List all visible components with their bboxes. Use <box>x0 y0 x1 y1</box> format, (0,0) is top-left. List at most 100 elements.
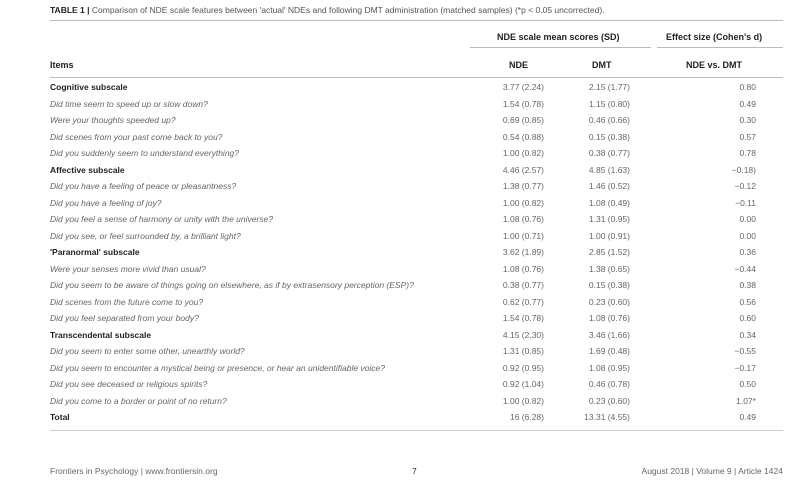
cell-nde: 1.08 (0.76) <box>502 214 544 224</box>
row-item: Did you have a feeling of joy? <box>50 197 162 208</box>
row-item: Affective subscale <box>50 164 125 175</box>
cell-nde: 1.31 (0.85) <box>502 346 544 356</box>
cell-nde: 1.54 (0.78) <box>502 313 544 323</box>
header-dmt: DMT <box>592 60 612 70</box>
table-row: Did you feel separated from your body? 1.… <box>0 313 805 329</box>
header-rule <box>50 77 783 78</box>
table-label: TABLE 1 | <box>50 5 90 15</box>
row-item: Did you see, or feel surrounded by, a br… <box>50 230 241 241</box>
cell-nde: 4.15 (2.30) <box>502 329 544 340</box>
row-item: 'Paranormal' subscale <box>50 247 140 257</box>
footer-journal: Frontiers in Psychology | www.frontiersi… <box>50 466 218 476</box>
cell-dmt: 0.38 (0.77) <box>588 148 630 158</box>
cell-dmt: 1.31 (0.95) <box>588 214 630 224</box>
cell-effect: 0.30 <box>739 115 756 125</box>
cell-effect: −0.17 <box>734 362 756 373</box>
cell-effect: 0.49 <box>739 412 756 422</box>
row-item: Did you have a feeling of peace or pleas… <box>50 181 237 191</box>
row-item: Transcendental subscale <box>50 329 152 340</box>
cell-nde: 4.46 (2.57) <box>502 164 544 175</box>
header-nde: NDE <box>509 60 529 70</box>
cell-dmt: 13.31 (4.55) <box>584 412 630 422</box>
cell-nde: 1.00 (0.82) <box>502 395 544 406</box>
cell-dmt: 3.46 (1.66) <box>588 329 630 340</box>
table-row: Did you see deceased or religious spirit… <box>0 379 805 395</box>
cell-nde: 1.00 (0.82) <box>502 148 544 158</box>
row-item: Did you come to a border or point of no … <box>50 395 227 406</box>
cell-dmt: 4.85 (1.63) <box>588 164 630 175</box>
cell-dmt: 1.38 (0.65) <box>588 263 630 274</box>
cell-dmt: 1.69 (0.48) <box>588 346 630 356</box>
cell-dmt: 0.15 (0.38) <box>588 131 630 142</box>
cell-effect: −0.11 <box>735 197 756 208</box>
cell-effect: 0.57 <box>739 131 756 142</box>
row-item: Did scenes from the future come to you? <box>50 296 204 307</box>
row-item: Did you seem to encounter a mystical bei… <box>50 362 385 373</box>
table-row: Did scenes from the future come to you? 0… <box>0 297 805 313</box>
row-item: Did you seem to be aware of things going… <box>50 280 414 290</box>
table-row: Did you seem to encounter a mystical bei… <box>0 363 805 379</box>
cell-effect: 0.38 <box>739 280 756 290</box>
caption-text: Comparison of NDE scale features between… <box>89 5 605 15</box>
row-item: Did you see deceased or religious spirit… <box>50 379 208 389</box>
footer-page-number: 7 <box>412 466 417 476</box>
table-row: Were your senses more vivid than usual? 1… <box>0 264 805 280</box>
cell-effect: 0.80 <box>739 82 756 92</box>
row-item: Did you suddenly seem to understand ever… <box>50 148 240 158</box>
subscale-row: Total 16 (6.28) 13.31 (4.55) 0.49 <box>0 412 805 428</box>
cell-effect: −0.12 <box>734 181 756 191</box>
cell-effect: 0.00 <box>739 230 756 241</box>
cell-dmt: 0.23 (0.60) <box>588 395 630 406</box>
cell-nde: 3.77 (2.24) <box>502 82 544 92</box>
cell-dmt: 1.08 (0.95) <box>588 362 630 373</box>
cell-effect: 0.36 <box>739 247 756 257</box>
row-item: Did time seem to speed up or slow down? <box>50 98 208 109</box>
header-group-scores-underline <box>470 47 651 48</box>
cell-dmt: 0.46 (0.78) <box>588 379 630 389</box>
cell-nde: 0.62 (0.77) <box>502 296 544 307</box>
cell-effect: 0.60 <box>739 313 756 323</box>
table-row: Did you have a feeling of peace or pleas… <box>0 181 805 197</box>
subscale-row: Affective subscale 4.46 (2.57) 4.85 (1.63)… <box>0 165 805 181</box>
cell-effect: 1.07* <box>736 395 756 406</box>
cell-nde: 0.54 (0.88) <box>502 131 544 142</box>
subscale-row: 'Paranormal' subscale 3.62 (1.89) 2.85 (1.… <box>0 247 805 263</box>
cell-effect: 0.49 <box>739 98 756 109</box>
row-item: Did scenes from your past come back to y… <box>50 131 223 142</box>
row-item: Cognitive subscale <box>50 82 128 92</box>
table-caption: TABLE 1 | Comparison of NDE scale featur… <box>50 5 605 15</box>
cell-effect: −0.55 <box>734 346 756 356</box>
header-group-scores: NDE scale mean scores (SD) <box>497 32 620 42</box>
cell-dmt: 2.15 (1.77) <box>588 82 630 92</box>
cell-dmt: 1.15 (0.80) <box>588 98 630 109</box>
header-group-effect-underline <box>657 47 783 48</box>
row-item: Total <box>50 412 70 422</box>
cell-nde: 0.38 (0.77) <box>502 280 544 290</box>
table-row: Were your thoughts speeded up? 0.69 (0.85… <box>0 115 805 131</box>
cell-dmt: 1.46 (0.52) <box>588 181 630 191</box>
cell-nde: 16 (6.28) <box>509 412 544 422</box>
table-row: Did you feel a sense of harmony or unity… <box>0 214 805 230</box>
cell-dmt: 1.08 (0.49) <box>588 197 630 208</box>
table-row: Did you see, or feel surrounded by, a br… <box>0 231 805 247</box>
cell-effect: 0.00 <box>739 214 756 224</box>
row-item: Did you seem to enter some other, uneart… <box>50 346 245 356</box>
cell-nde: 1.00 (0.82) <box>502 197 544 208</box>
bottom-rule <box>50 430 783 431</box>
row-item: Were your thoughts speeded up? <box>50 115 176 125</box>
table-row: Did scenes from your past come back to y… <box>0 132 805 148</box>
cell-dmt: 0.23 (0.60) <box>588 296 630 307</box>
cell-effect: 0.34 <box>739 329 756 340</box>
cell-dmt: 1.08 (0.76) <box>588 313 630 323</box>
cell-nde: 1.00 (0.71) <box>502 230 544 241</box>
cell-effect: 0.56 <box>739 296 756 307</box>
subscale-row: Cognitive subscale 3.77 (2.24) 2.15 (1.77)… <box>0 82 805 98</box>
cell-effect: −0.44 <box>734 263 756 274</box>
cell-effect: 0.50 <box>739 379 756 389</box>
header-group-effect: Effect size (Cohen's d) <box>666 32 763 42</box>
footer-issue: August 2018 | Volume 9 | Article 1424 <box>641 466 783 476</box>
cell-nde: 1.38 (0.77) <box>502 181 544 191</box>
cell-nde: 0.92 (1.04) <box>502 379 544 389</box>
table-row: Did you have a feeling of joy? 1.00 (0.82… <box>0 198 805 214</box>
cell-nde: 0.92 (0.95) <box>502 362 544 373</box>
